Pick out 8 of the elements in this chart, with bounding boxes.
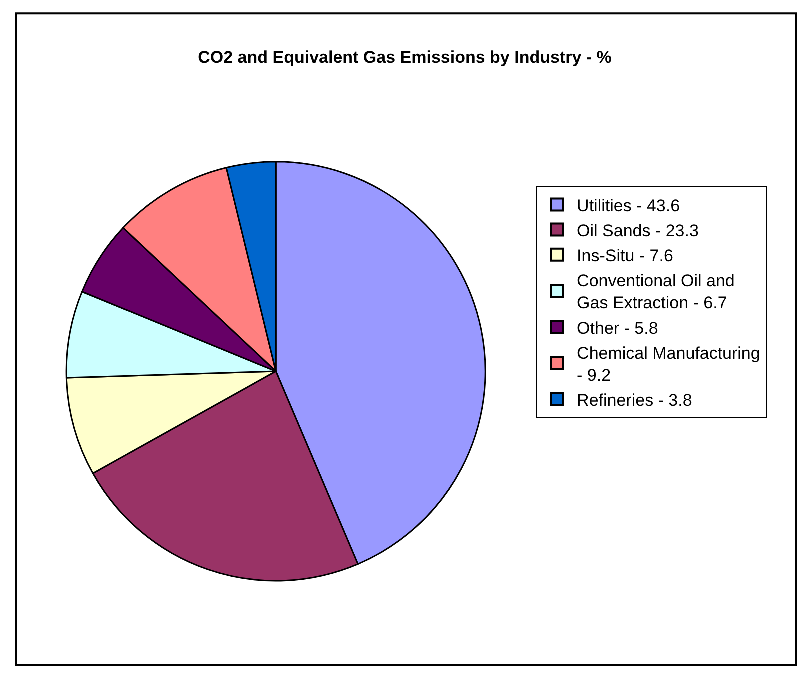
chart-title: CO2 and Equivalent Gas Emissions by Industry - % [198, 48, 612, 67]
legend-label: Refineries - 3.8 [577, 391, 692, 410]
legend-label: Chemical Manufacturing - 9.2 [577, 344, 760, 386]
legend-label: Ins-Situ - 7.6 [577, 246, 674, 266]
legend-label: Other - 5.8 [577, 318, 658, 338]
legend-label: Utilities - 43.6 [577, 196, 680, 216]
legend-label: Oil Sands - 23.3 [577, 221, 699, 240]
legend-label: Conventional Oil and Gas Extraction - 6.7 [577, 272, 735, 313]
